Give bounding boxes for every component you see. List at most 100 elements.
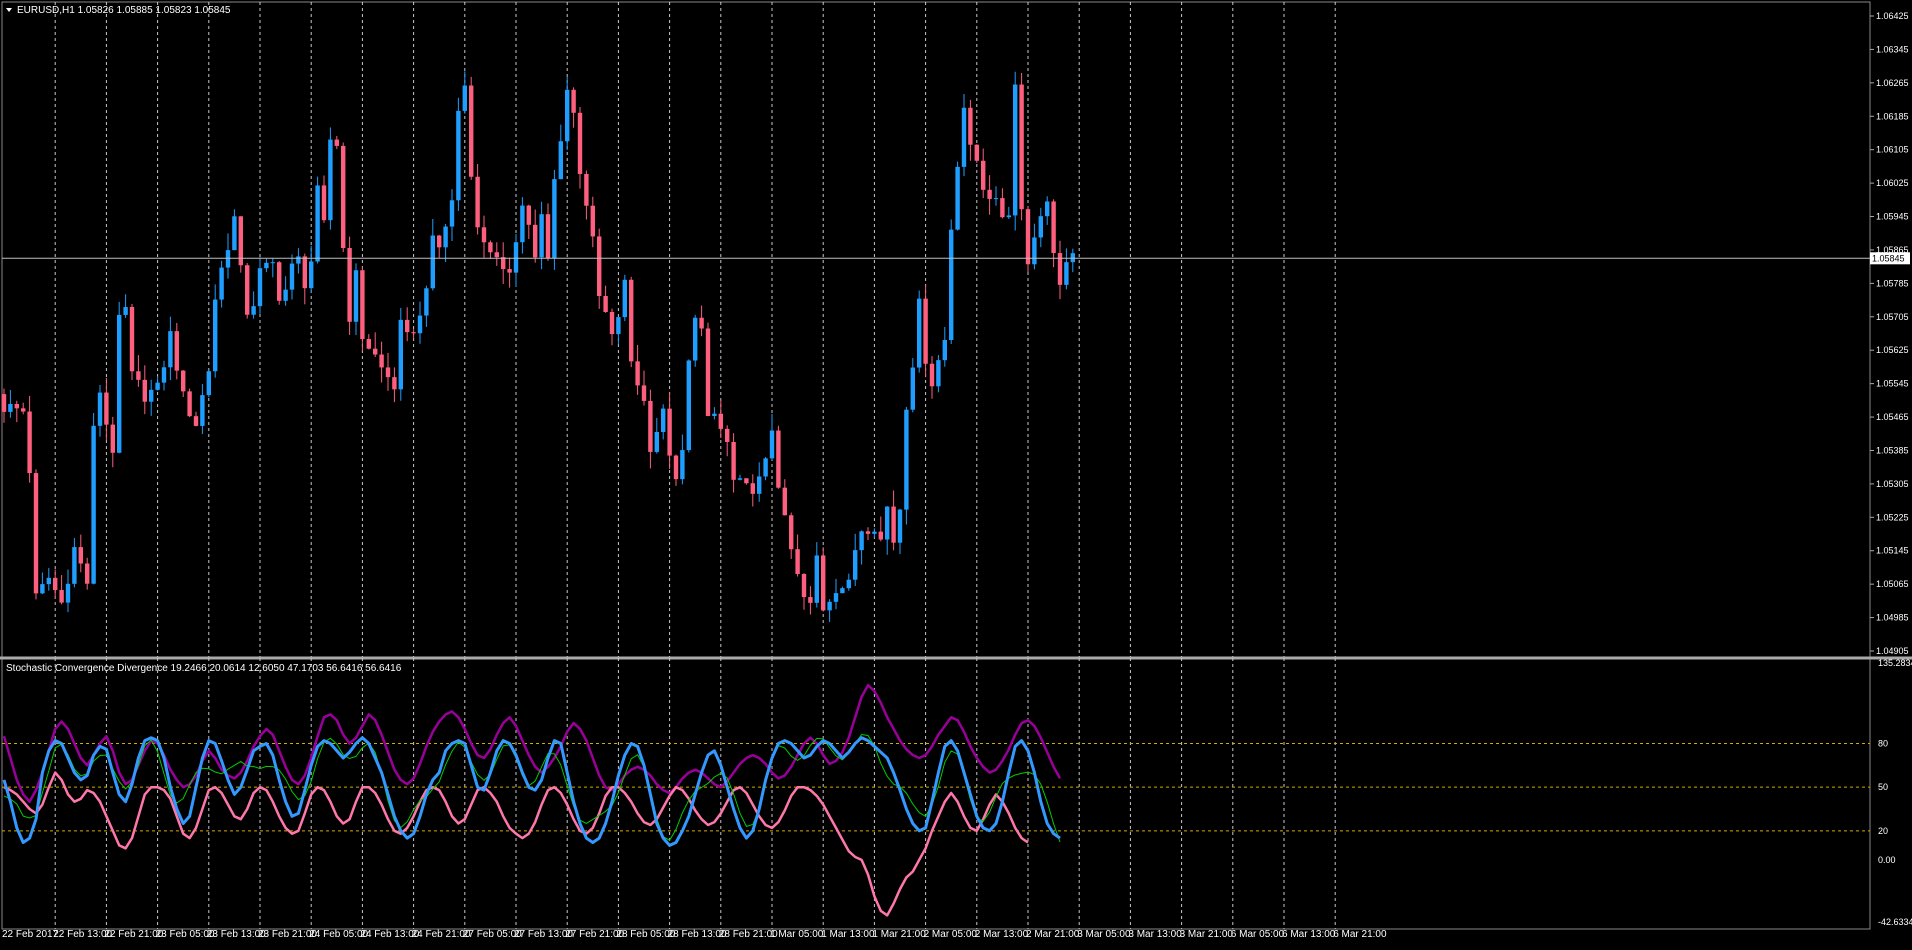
candle-body: [1019, 84, 1024, 210]
candle-body: [936, 360, 941, 387]
candle-body: [411, 332, 416, 334]
candle-body: [757, 476, 762, 494]
candle-body: [565, 89, 570, 142]
candle-body: [648, 400, 653, 452]
candle-body: [168, 331, 173, 368]
candle-body: [731, 441, 736, 480]
candle-body: [693, 317, 698, 361]
candle-body: [213, 299, 218, 372]
candle-body: [14, 403, 19, 409]
candle-body: [110, 424, 115, 453]
candle-body: [552, 179, 557, 259]
candles-layer[interactable]: [1, 71, 1075, 622]
time-label: 6 Mar 05:00: [1231, 929, 1285, 940]
time-label: 23 Feb 13:00: [207, 929, 266, 940]
candle-body: [974, 144, 979, 161]
indicator-scale-label: 50: [1878, 782, 1888, 792]
candle-body: [53, 577, 58, 591]
candle-body: [981, 160, 986, 190]
candle-body: [622, 279, 627, 318]
price-label: 1.06345: [1876, 44, 1909, 54]
candle-body: [123, 307, 128, 315]
candle-body: [878, 531, 883, 540]
candle-body: [917, 298, 922, 368]
price-label: 1.06105: [1876, 145, 1909, 155]
candle-body: [437, 235, 442, 248]
candle-body: [232, 216, 237, 251]
price-label: 1.05785: [1876, 278, 1909, 288]
price-label: 1.05065: [1876, 579, 1909, 589]
indicator-scale: 135.2834 80 50 20 0.00 -42.6334: [1878, 658, 1912, 927]
price-label: 1.05945: [1876, 212, 1909, 222]
dropdown-triangle-icon[interactable]: [6, 8, 12, 12]
time-label: 28 Feb 05:00: [616, 929, 675, 940]
indicator-slow-line: [3, 771, 1029, 917]
candle-body: [245, 265, 250, 315]
price-label: 1.06425: [1876, 11, 1909, 21]
candle-body: [309, 261, 314, 289]
price-label: 1.04985: [1876, 613, 1909, 623]
candle-body: [347, 248, 352, 322]
candle-body: [993, 198, 999, 200]
candle-body: [750, 483, 755, 494]
candle-body: [129, 307, 135, 372]
candle-body: [155, 382, 160, 390]
candle-body: [853, 550, 858, 580]
candle-body: [814, 555, 819, 603]
candle-body: [865, 531, 871, 534]
candle-body: [59, 590, 64, 603]
candle-body: [725, 428, 730, 442]
candle-body: [33, 473, 39, 594]
time-label: 27 Feb 05:00: [463, 929, 522, 940]
candle-body: [1057, 253, 1063, 285]
candle-body: [181, 370, 186, 392]
candle-body: [360, 270, 365, 340]
candle-body: [1032, 237, 1037, 265]
candle-body: [398, 319, 403, 390]
candle-body: [667, 408, 672, 456]
indicator-scale-label: 80: [1878, 738, 1888, 748]
indicator-scale-label: 135.2834: [1878, 658, 1912, 668]
candle-body: [85, 563, 90, 584]
main-chart-header: EURUSD,H1 1.05826 1.05885 1.05823 1.0584…: [17, 5, 231, 16]
indicator-header: Stochastic Convergence Divergence 19.246…: [6, 663, 402, 674]
time-label: 1 Mar 13:00: [821, 929, 875, 940]
candle-body: [789, 515, 794, 550]
candle-body: [187, 391, 192, 417]
indicator-fast-line: [2, 736, 1061, 847]
candle-body: [782, 487, 787, 516]
time-label: 3 Mar 05:00: [1077, 929, 1131, 940]
candle-body: [955, 166, 960, 230]
candle-body: [686, 360, 691, 451]
price-scale: 1.06425 1.06345 1.06265 1.06185 1.06105 1.060…: [1870, 11, 1909, 656]
candle-body: [968, 107, 973, 145]
candle-body: [897, 509, 903, 543]
candle-body: [673, 455, 679, 480]
candle-body: [533, 224, 538, 258]
candle-body: [949, 229, 954, 340]
candle-body: [277, 262, 282, 301]
candle-body: [443, 226, 448, 248]
candle-body: [1, 394, 7, 412]
candle-body: [341, 145, 346, 249]
candle-body: [507, 269, 512, 273]
candle-body: [289, 263, 295, 290]
indicator-green-line: [3, 733, 1061, 843]
time-label: 1 Mar 05:00: [770, 929, 824, 940]
candle-body: [481, 227, 487, 243]
candle-body: [328, 139, 333, 221]
indicator-scale-label: 20: [1878, 826, 1888, 836]
candle-body: [424, 288, 429, 316]
price-label: 1.04905: [1876, 646, 1909, 656]
candle-body: [705, 328, 711, 416]
candle-body: [8, 403, 13, 412]
time-label: 1 Mar 21:00: [872, 929, 926, 940]
candle-body: [1045, 201, 1050, 217]
candle-body: [475, 176, 480, 228]
candle-body: [654, 432, 659, 452]
candle-body: [1013, 84, 1018, 216]
candle-body: [270, 262, 275, 264]
candle-body: [942, 339, 947, 361]
